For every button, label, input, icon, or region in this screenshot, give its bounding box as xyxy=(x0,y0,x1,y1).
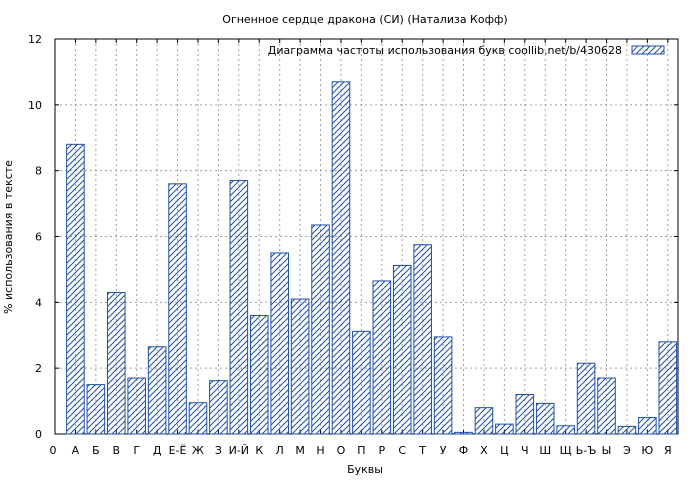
y-axis-label: % использования в тексте xyxy=(2,160,15,314)
bar xyxy=(576,362,596,435)
bar xyxy=(454,431,473,435)
bars xyxy=(66,81,678,435)
x-axis-ticks: А Б В Г Д Е-Ё Ж З И-Й К Л М Н О П Р С Т У Ф Х Ц Ч Ш Щ Ь-Ъ Ы Э Ю Я xyxy=(72,39,672,457)
x-tick-label: Ж xyxy=(192,444,204,457)
x-tick-label: Ф xyxy=(459,444,468,457)
grid-lines xyxy=(55,39,678,434)
x-tick-label: Ц xyxy=(500,444,509,457)
bar xyxy=(86,384,106,435)
x-tick-label: Г xyxy=(133,444,140,457)
legend-swatch xyxy=(631,45,665,55)
x-tick-label: Ь-Ъ xyxy=(576,444,597,457)
bar xyxy=(413,244,432,435)
x-tick-label: Ч xyxy=(521,444,529,457)
bar xyxy=(535,402,555,435)
bar xyxy=(352,330,371,435)
bar xyxy=(66,143,85,435)
x-tick-label: У xyxy=(440,444,447,457)
bar xyxy=(638,417,657,435)
x-tick-label: Ы xyxy=(602,444,612,457)
bar xyxy=(658,341,678,435)
bar xyxy=(392,264,412,435)
x-tick-label: Н xyxy=(316,444,324,457)
x-tick-label: К xyxy=(255,444,263,457)
bar xyxy=(127,377,146,435)
bar xyxy=(556,425,575,435)
x-tick-label: Я xyxy=(664,444,672,457)
legend: Диаграмма частоты использования букв coo… xyxy=(268,44,665,57)
x-tick-label: О xyxy=(337,444,346,457)
x-tick-label: Х xyxy=(480,444,488,457)
bar xyxy=(433,336,453,435)
bar xyxy=(290,298,310,435)
x-tick-label: Ш xyxy=(539,444,551,457)
y-tick-label: 2 xyxy=(35,362,42,375)
x-tick-label: З xyxy=(215,444,222,457)
bar xyxy=(372,280,392,435)
bar xyxy=(474,407,494,435)
y-tick-label: 8 xyxy=(35,165,42,178)
bar xyxy=(209,380,228,435)
bar xyxy=(617,425,637,435)
x-tick-label: Д xyxy=(153,444,162,457)
bar xyxy=(106,291,126,435)
x-tick-label: И-Й xyxy=(229,444,249,457)
bar xyxy=(229,180,249,435)
x-tick-label: П xyxy=(357,444,365,457)
y-axis-ticks: 0 2 4 6 8 10 12 xyxy=(28,33,678,441)
x-axis-origin-label: 0 xyxy=(50,444,57,457)
x-tick-label: В xyxy=(113,444,121,457)
bar xyxy=(147,346,167,435)
x-tick-label: Р xyxy=(378,444,385,457)
bar xyxy=(495,423,514,435)
x-tick-label: Щ xyxy=(560,444,572,457)
bar xyxy=(168,183,187,435)
x-tick-label: Ю xyxy=(641,444,653,457)
y-tick-label: 10 xyxy=(28,99,42,112)
y-tick-label: 6 xyxy=(35,231,42,244)
bar xyxy=(331,81,351,435)
bar xyxy=(188,402,208,435)
x-tick-label: С xyxy=(398,444,406,457)
bar xyxy=(597,377,616,435)
x-tick-label: Б xyxy=(92,444,100,457)
x-tick-label: Т xyxy=(418,444,426,457)
bar xyxy=(249,315,269,435)
y-tick-label: 4 xyxy=(35,296,42,309)
y-tick-label: 12 xyxy=(28,33,42,46)
x-tick-label: А xyxy=(72,444,80,457)
legend-label: Диаграмма частоты использования букв coo… xyxy=(268,44,622,57)
chart-title: Огненное сердце дракона (СИ) (Натализа К… xyxy=(222,13,507,26)
x-tick-label: Л xyxy=(276,444,284,457)
x-tick-label: М xyxy=(295,444,305,457)
y-tick-label: 0 xyxy=(35,428,42,441)
bar xyxy=(515,394,535,435)
x-axis-label: Буквы xyxy=(347,463,383,476)
bar xyxy=(270,252,289,435)
bar xyxy=(311,224,330,435)
x-tick-label: Э xyxy=(623,444,631,457)
x-tick-label: Е-Ё xyxy=(169,444,187,457)
